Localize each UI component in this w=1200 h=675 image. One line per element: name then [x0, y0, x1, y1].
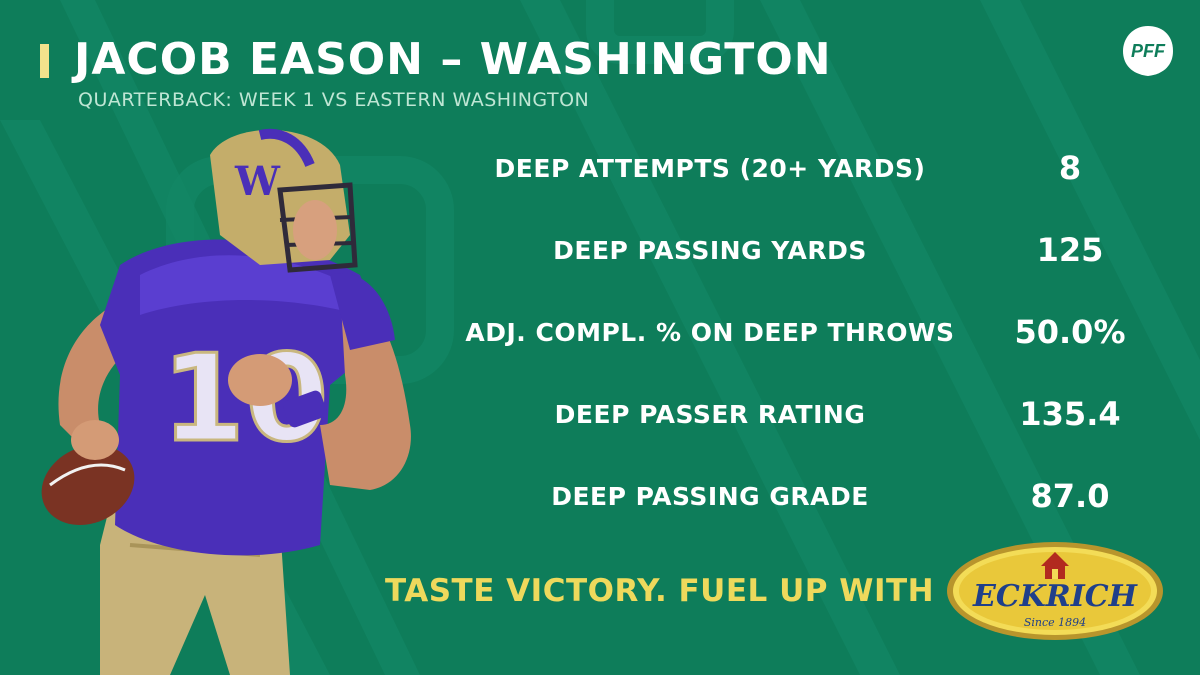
stat-row: DEEP PASSING GRADE 87.0	[440, 455, 1180, 537]
stat-label: DEEP ATTEMPTS (20+ YARDS)	[494, 153, 926, 183]
stat-value: 50.0%	[1014, 313, 1126, 351]
stat-row: DEEP PASSING YARDS 125	[440, 209, 1180, 291]
eckrich-wordmark: ECKRICH	[972, 579, 1139, 614]
pff-logo-text: PFF	[1131, 41, 1166, 61]
page-title: JACOB EASON – WASHINGTON	[74, 34, 832, 85]
stat-value: 125	[1036, 231, 1104, 269]
stat-row: DEEP PASSER RATING 135.4	[440, 373, 1180, 455]
player-photo: 10 W	[41, 128, 411, 675]
helmet-letter: W	[234, 158, 281, 205]
sponsor-tagline: TASTE VICTORY. FUEL UP WITH	[385, 573, 935, 609]
stat-label: ADJ. COMPL. % ON DEEP THROWS	[465, 317, 955, 347]
eckrich-since: Since 1894	[1024, 616, 1086, 629]
stat-label: DEEP PASSING YARDS	[553, 235, 867, 265]
stats-table: DEEP ATTEMPTS (20+ YARDS) 8 DEEP PASSING…	[440, 127, 1180, 537]
stat-value: 8	[1058, 149, 1082, 187]
house-icon	[1041, 552, 1069, 579]
stat-row: ADJ. COMPL. % ON DEEP THROWS 50.0%	[440, 291, 1180, 373]
pff-logo: PFF	[1123, 26, 1173, 76]
eckrich-logo: ECKRICH Since 1894	[947, 542, 1163, 640]
title-accent-bar	[40, 44, 49, 78]
stat-value: 87.0	[1030, 477, 1110, 515]
stat-row: DEEP ATTEMPTS (20+ YARDS) 8	[440, 127, 1180, 209]
stat-label: DEEP PASSER RATING	[554, 399, 866, 429]
stat-label: DEEP PASSING GRADE	[551, 481, 869, 511]
page-subtitle: QUARTERBACK: WEEK 1 VS EASTERN WASHINGTO…	[78, 89, 590, 111]
stat-value: 135.4	[1019, 395, 1121, 433]
